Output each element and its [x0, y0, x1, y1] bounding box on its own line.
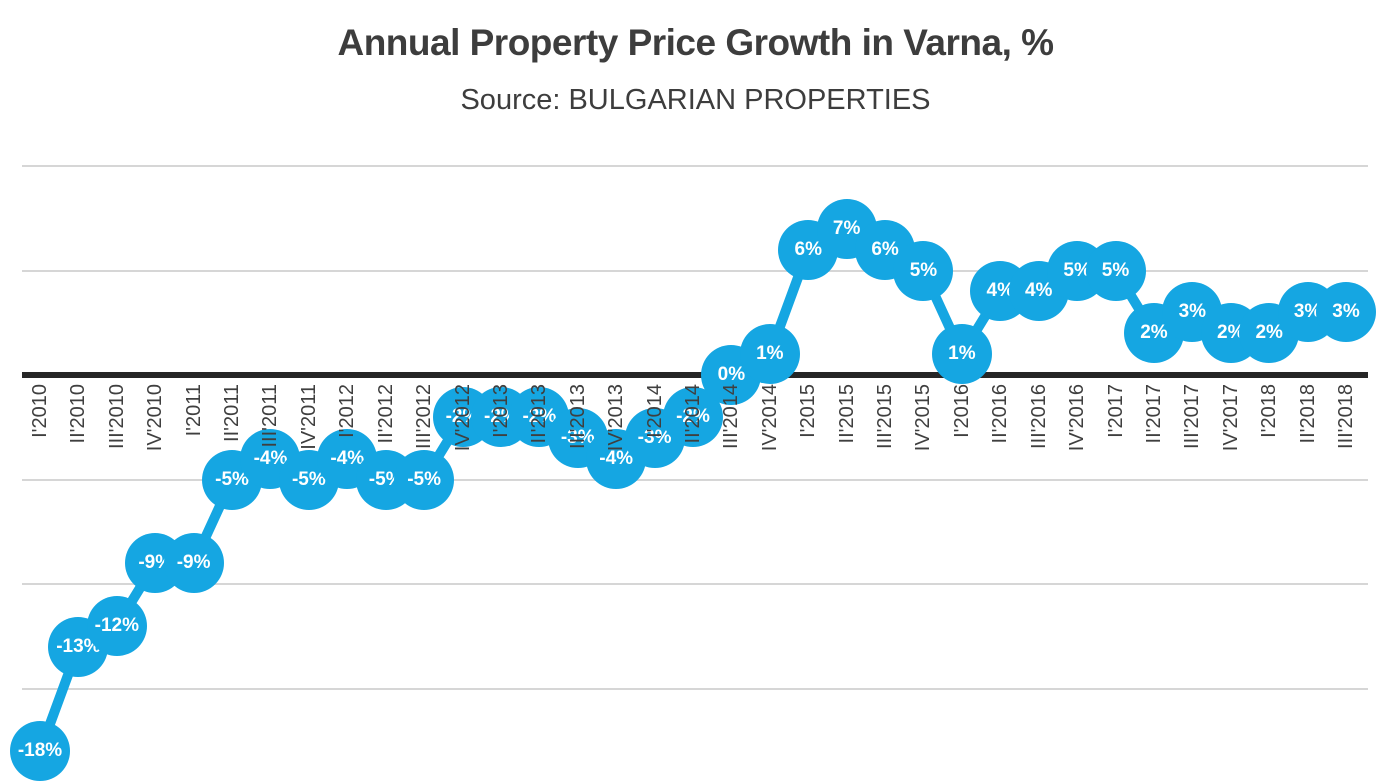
gridline: [22, 583, 1368, 585]
x-axis-line: [22, 372, 1368, 378]
x-tick-label: II'2017: [1142, 384, 1165, 444]
x-tick-label: II'2015: [835, 384, 858, 444]
x-tick-label: III'2010: [105, 384, 128, 449]
x-tick-label: I'2015: [797, 384, 820, 438]
gridline: [22, 269, 1368, 272]
x-tick-label: IV'2014: [758, 384, 781, 452]
x-tick-label: I'2014: [643, 384, 666, 438]
x-tick-label: IV'2017: [1219, 384, 1242, 452]
x-tick-label: I'2016: [950, 384, 973, 438]
data-point-marker: -9%: [163, 533, 224, 594]
x-tick-label: II'2016: [989, 384, 1012, 444]
data-point-marker: 3%: [1316, 282, 1376, 343]
x-tick-label: I'2018: [1258, 384, 1281, 438]
gridline: [22, 478, 1368, 481]
x-tick-label: I'2011: [182, 384, 205, 437]
x-tick-label: IV'2010: [144, 384, 167, 452]
x-tick-label: I'2012: [336, 384, 359, 438]
x-tick-label: III'2012: [413, 384, 436, 449]
data-point-marker: 5%: [893, 240, 954, 301]
x-tick-label: IV'2016: [1066, 384, 1089, 452]
x-tick-label: I'2013: [489, 384, 512, 438]
x-tick-label: II'2011: [221, 384, 244, 442]
x-tick-label: III'2011: [259, 384, 282, 448]
x-tick-label: II'2010: [67, 384, 90, 444]
gridline: [22, 165, 1368, 167]
x-tick-label: II'2012: [374, 384, 397, 444]
x-tick-label: IV'2011: [297, 384, 320, 450]
x-tick-label: III'2018: [1335, 384, 1357, 449]
x-tick-label: III'2016: [1027, 384, 1050, 449]
data-point-marker: -5%: [394, 449, 455, 510]
data-point-marker: 5%: [1085, 240, 1146, 301]
x-tick-label: II'2013: [528, 384, 551, 444]
x-tick-label: III'2013: [566, 384, 589, 449]
x-tick-label: II'2014: [682, 384, 704, 444]
chart-title: Annual Property Price Growth in Varna, %: [337, 22, 1054, 63]
x-tick-label: I'2017: [1104, 384, 1127, 438]
x-tick-label: III'2014: [720, 384, 743, 449]
data-point-marker: -12%: [86, 595, 147, 656]
data-point-marker: 1%: [931, 324, 992, 385]
x-tick-label: IV'2013: [605, 384, 628, 452]
gridline: [22, 687, 1368, 690]
data-point-marker: 1%: [739, 324, 800, 385]
x-tick-label: III'2017: [1181, 384, 1204, 449]
x-tick-label: III'2015: [874, 384, 897, 449]
x-tick-label: IV'2015: [912, 384, 935, 452]
data-point-marker: -18%: [10, 721, 70, 782]
chart-subtitle: Source: BULGARIAN PROPERTIES: [460, 84, 931, 116]
x-tick-label: IV'2012: [451, 384, 474, 452]
x-tick-label: II'2018: [1296, 384, 1319, 444]
x-tick-label: I'2010: [29, 384, 51, 438]
